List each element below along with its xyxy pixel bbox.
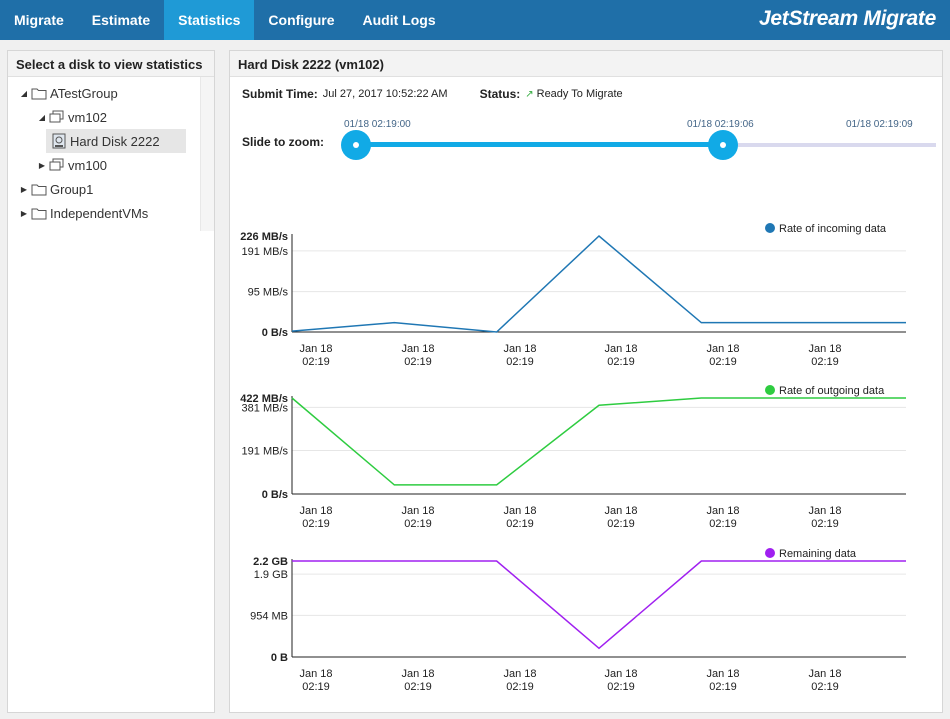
submit-time-value: Jul 27, 2017 10:52:22 AM [322,88,448,100]
statistics-panel: Hard Disk 2222 (vm102) Submit Time: Jul … [229,50,943,713]
x-tick-label: Jan 18 02:19 [299,668,332,693]
x-tick-label: Jan 18 02:19 [808,343,841,368]
tree-item-independentvms[interactable]: ▶ IndependentVMs [8,201,214,225]
y-tick-label: 0 B/s [262,489,288,501]
folder-icon [30,182,48,196]
collapse-icon[interactable]: ◢ [20,88,28,98]
submit-time-label: Submit Time: [242,87,318,101]
series-line [291,397,906,486]
x-tick-label: Jan 18 02:19 [604,505,637,530]
tree-item-label: ATestGroup [50,85,118,101]
zoom-end-handle[interactable] [708,130,738,160]
folder-icon [30,206,48,220]
tree-item-vm100[interactable]: ▶ vm100 [8,153,214,177]
tree-item-label: vm100 [68,157,108,173]
y-tick-label: 1.9 GB [254,569,288,581]
expand-icon[interactable]: ▶ [38,160,46,170]
y-tick-label: 226 MB/s [240,231,288,243]
zoom-start-handle[interactable] [341,130,371,160]
legend-marker [765,548,775,558]
disk-title: Hard Disk 2222 (vm102) [230,51,942,77]
expand-icon[interactable]: ▶ [20,208,28,218]
x-tick-label: Jan 18 02:19 [503,668,536,693]
x-tick-label: Jan 18 02:19 [503,343,536,368]
tree-item-hard-disk-2222[interactable]: Hard Disk 2222 [46,129,186,153]
legend-marker [765,385,775,395]
zoom-handle-time: 01/18 02:19:06 [687,119,754,130]
x-tick-label: Jan 18 02:19 [808,668,841,693]
collapse-icon[interactable]: ◢ [38,112,46,122]
tree-scrollbar[interactable] [200,77,214,231]
y-tick-label: 954 MB [250,610,288,622]
series-line [291,234,906,333]
disk-tree: ◢ ATestGroup ◢ vm102 Hard Disk 2222 ▶ vm100 ▶ Gr… [8,77,214,225]
disk-tree-panel: Select a disk to view statistics ◢ ATestG… [7,50,215,713]
tab-audit-logs[interactable]: Audit Logs [362,12,436,28]
x-tick-label: Jan 18 02:19 [706,668,739,693]
legend-label: Rate of incoming data [779,223,887,235]
y-tick-label: 0 B/s [262,327,288,339]
x-tick-label: Jan 18 02:19 [299,505,332,530]
y-tick-label: 95 MB/s [248,287,289,299]
legend-label: Remaining data [779,548,857,560]
vm-icon [48,110,66,124]
y-tick-label: 381 MB/s [242,402,289,414]
tab-statistics[interactable]: Statistics [164,0,255,40]
ready-status-icon: ↗ [525,88,534,100]
statistics-charts: 226 MB/s 191 MB/s 95 MB/s 0 B/s Jan 18 02:19 J… [240,223,906,693]
chart-1: 226 MB/s 191 MB/s 95 MB/s 0 B/s Jan 18 02:19 J… [240,223,906,368]
legend-marker [765,223,775,233]
disk-icon [50,133,68,149]
tree-item-label: IndependentVMs [50,205,149,221]
series-line [292,560,906,650]
x-tick-label: Jan 18 02:19 [604,668,637,693]
tab-estimate[interactable]: Estimate [91,12,151,28]
top-nav: Migrate Estimate Statistics Configure Au… [0,0,950,40]
y-tick-label: 2.2 GB [253,556,288,568]
folder-icon [30,86,48,100]
disk-info: Submit Time: Jul 27, 2017 10:52:22 AM St… [242,87,623,101]
x-tick-label: Jan 18 02:19 [706,343,739,368]
tree-item-label: Hard Disk 2222 [70,133,160,149]
x-tick-label: Jan 18 02:19 [503,505,536,530]
tree-item-label: Group1 [50,181,94,197]
tree-item-group1[interactable]: ▶ Group1 [8,177,214,201]
expand-icon[interactable]: ▶ [20,184,28,194]
x-tick-label: Jan 18 02:19 [401,505,434,530]
tab-migrate[interactable]: Migrate [14,12,64,28]
zoom-selected-range[interactable] [356,142,723,147]
vm-icon [48,158,66,172]
zoom-end-time: 01/18 02:19:09 [846,119,913,130]
y-tick-label: 191 MB/s [242,446,289,458]
tree-item-label: vm102 [68,109,108,125]
tree-item-atestgroup[interactable]: ◢ ATestGroup [8,81,214,105]
tree-item-vm102[interactable]: ◢ vm102 [8,105,214,129]
chart-3: 2.2 GB1.9 GB 954 MB 0 B Jan 18 02:19 Jan 18 02… [250,548,906,693]
brand-logo: JetStream Migrate [759,7,936,30]
y-tick-label: 0 B [271,652,288,664]
x-tick-label: Jan 18 02:19 [808,505,841,530]
zoom-label: Slide to zoom: [242,135,324,149]
y-tick-label: 191 MB/s [242,246,289,258]
y-tick-label: 422 MB/s [240,393,288,405]
zoom-start-time: 01/18 02:19:00 [344,119,411,130]
x-tick-label: Jan 18 02:19 [401,343,434,368]
status-label: Status: [479,87,521,101]
tab-configure[interactable]: Configure [268,12,335,28]
x-tick-label: Jan 18 02:19 [706,505,739,530]
x-tick-label: Jan 18 02:19 [401,668,434,693]
legend-label: Rate of outgoing data [779,385,885,397]
disk-tree-title: Select a disk to view statistics [8,51,214,77]
x-tick-label: Jan 18 02:19 [299,343,332,368]
x-tick-label: Jan 18 02:19 [604,343,637,368]
status-value: Ready To Migrate [536,88,623,100]
